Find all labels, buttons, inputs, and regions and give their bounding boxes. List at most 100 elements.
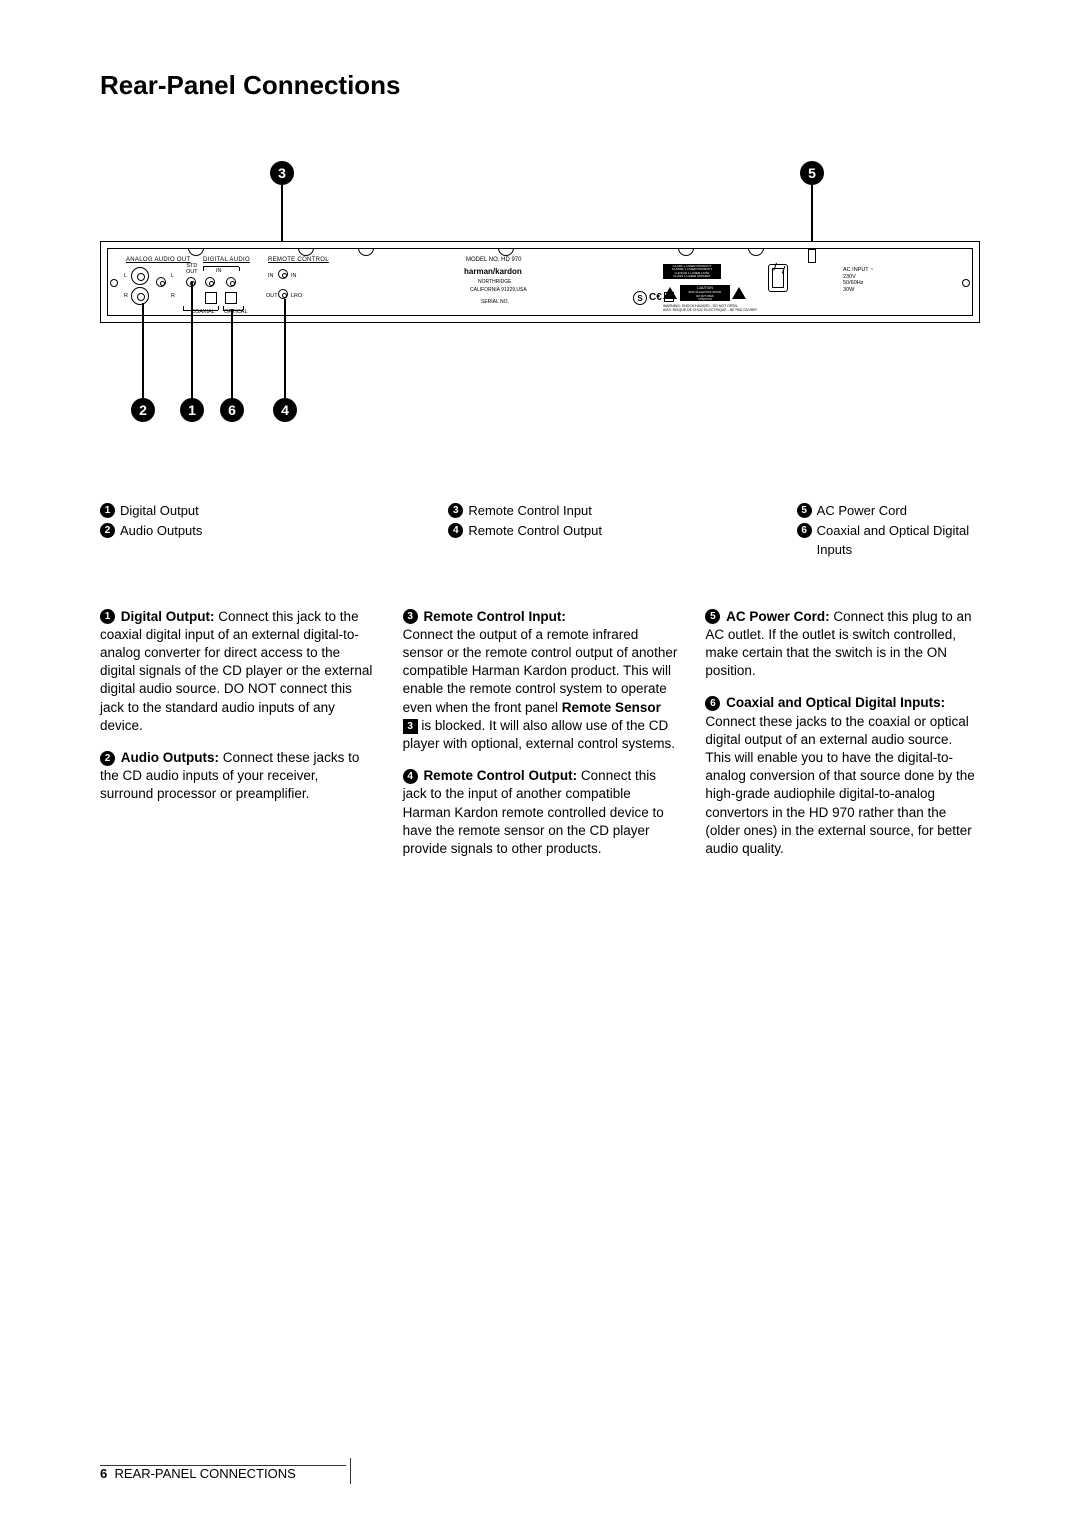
page-footer: 6 REAR-PANEL CONNECTIONS [100, 1458, 351, 1484]
body-col-2: 3 Remote Control Input: Connect the outp… [403, 608, 678, 873]
warning-triangle [732, 287, 746, 299]
screw [298, 248, 314, 256]
para-title: Audio Outputs: [121, 750, 219, 765]
page-title: Rear-Panel Connections [100, 70, 980, 101]
legend-item: 2Audio Outputs [100, 521, 283, 541]
callout-3: 3 [270, 161, 294, 185]
callout-2: 2 [131, 398, 155, 422]
power-cord [808, 249, 816, 263]
optical-jack [205, 292, 217, 304]
out-label: OUT [266, 293, 278, 299]
std-out-label: STDOUT [186, 264, 198, 275]
para-title: Remote Control Input: [423, 609, 565, 624]
remote-sensor-ref: Remote Sensor [562, 700, 661, 715]
legend-num: 6 [797, 523, 812, 538]
paragraph: 6 Coaxial and Optical Digital Inputs: Co… [705, 694, 980, 858]
screw [358, 248, 374, 256]
paragraph: 4 Remote Control Output: Connect this ja… [403, 767, 678, 858]
analog-jack-sm [156, 277, 166, 287]
callout-line [191, 281, 193, 398]
para-title: Remote Control Output: [423, 768, 577, 783]
legend-num: 5 [797, 503, 812, 518]
paragraph: 5 AC Power Cord: Connect this plug to an… [705, 608, 980, 681]
inline-callout-4: 4 [403, 769, 418, 784]
panel-inner: ANALOG AUDIO OUT L R L R DIGITAL AUDIO S… [107, 248, 973, 316]
remote-label: REMOTE CONTROL [268, 257, 329, 263]
screw [188, 248, 204, 256]
analog-jack-r [131, 287, 149, 305]
paragraph: 2 Audio Outputs: Connect these jacks to … [100, 749, 375, 804]
callout-line [231, 309, 233, 398]
legend-text: Digital Output [120, 501, 199, 521]
para-text: is blocked. It will also allow use of th… [403, 718, 675, 751]
legend-item: 3 Remote Control Input [448, 501, 631, 521]
page-number: 6 [100, 1466, 107, 1481]
ac-input-label: AC INPUT ~230V50/60Hz30W [843, 267, 873, 293]
screw [678, 248, 694, 256]
callout-6: 6 [220, 398, 244, 422]
legend-text: Coaxial and Optical Digital Inputs [817, 521, 980, 560]
model-number: MODEL NO. HD 970 [466, 257, 521, 263]
legend-text: Remote Control Input [468, 501, 592, 521]
serial: SERIAL NO. [481, 299, 509, 305]
warning-text: WARNING: SHOCK HAZARD - DO NOT OPEN.AVIS… [663, 304, 757, 312]
remote-in-jack [278, 269, 288, 279]
callout-line [811, 185, 813, 248]
lro-label: LRO [291, 293, 302, 299]
attention-label: ATTENTION [680, 297, 730, 301]
label-l: L [124, 273, 127, 279]
legend-num: 4 [448, 523, 463, 538]
coaxial-label: COAXIAL [191, 309, 215, 315]
legend-col-1: 1Digital Output 2Audio Outputs [100, 501, 283, 560]
digital-in-coax [205, 277, 215, 287]
legend-item: 1Digital Output [100, 501, 283, 521]
brand: harman/kardon [464, 267, 522, 276]
legend-item: 6 Coaxial and Optical Digital Inputs [797, 521, 980, 560]
screw [962, 279, 970, 287]
callout-1: 1 [180, 398, 204, 422]
location: CALIFORNIA 91329,USA [470, 287, 527, 293]
para-text: Connect this jack to the coaxial digital… [100, 609, 372, 733]
label-l: L [171, 273, 174, 279]
location: NORTHRIDGE [478, 279, 512, 285]
s-mark: S [633, 291, 647, 305]
digital-label: DIGITAL AUDIO [203, 257, 250, 263]
callout-line [284, 299, 286, 398]
legend-col-3: 5 AC Power Cord 6 Coaxial and Optical Digi… [797, 501, 980, 560]
label-r: R [124, 293, 128, 299]
inline-callout-2: 2 [100, 751, 115, 766]
in-label: IN [291, 273, 297, 279]
para-title: Coaxial and Optical Digital Inputs: [726, 695, 945, 710]
footer-section: REAR-PANEL CONNECTIONS [114, 1466, 295, 1481]
optical-jack [225, 292, 237, 304]
legend-text: Remote Control Output [468, 521, 602, 541]
body-col-3: 5 AC Power Cord: Connect this plug to an… [705, 608, 980, 873]
analog-label: ANALOG AUDIO OUT [126, 257, 190, 263]
footer-divider [350, 1458, 351, 1484]
ce-mark: C€ [649, 292, 662, 303]
digital-in-jack [226, 277, 236, 287]
in-label: IN [216, 268, 222, 274]
body-content: 1 Digital Output: Connect this jack to t… [100, 608, 980, 873]
legend-col-2: 3 Remote Control Input 4 Remote Control Ou… [448, 501, 631, 560]
para-text: Connect these jacks to the coaxial or op… [705, 714, 974, 857]
legend-text: AC Power Cord [817, 501, 907, 521]
para-title: Digital Output: [121, 609, 215, 624]
optical-label: OPTICAL [224, 309, 248, 315]
screw [498, 248, 514, 256]
callout-line [142, 303, 144, 398]
callout-4: 4 [273, 398, 297, 422]
legend-num: 3 [448, 503, 463, 518]
rear-panel-diagram: 3 5 ANALOG AUDIO OUT L R L R DIGITAL AUD… [100, 161, 980, 451]
inline-callout-5: 5 [705, 609, 720, 624]
cert-box [664, 292, 674, 302]
legend: 1Digital Output 2Audio Outputs 3 Remote C… [100, 501, 980, 560]
remote-out-jack [278, 289, 288, 299]
paragraph: 3 Remote Control Input: Connect the outp… [403, 608, 678, 754]
inline-ref-3: 3 [403, 719, 418, 734]
inline-callout-3: 3 [403, 609, 418, 624]
paragraph: 1 Digital Output: Connect this jack to t… [100, 608, 375, 736]
analog-jack-l [131, 267, 149, 285]
legend-num: 2 [100, 523, 115, 538]
screw [110, 279, 118, 287]
